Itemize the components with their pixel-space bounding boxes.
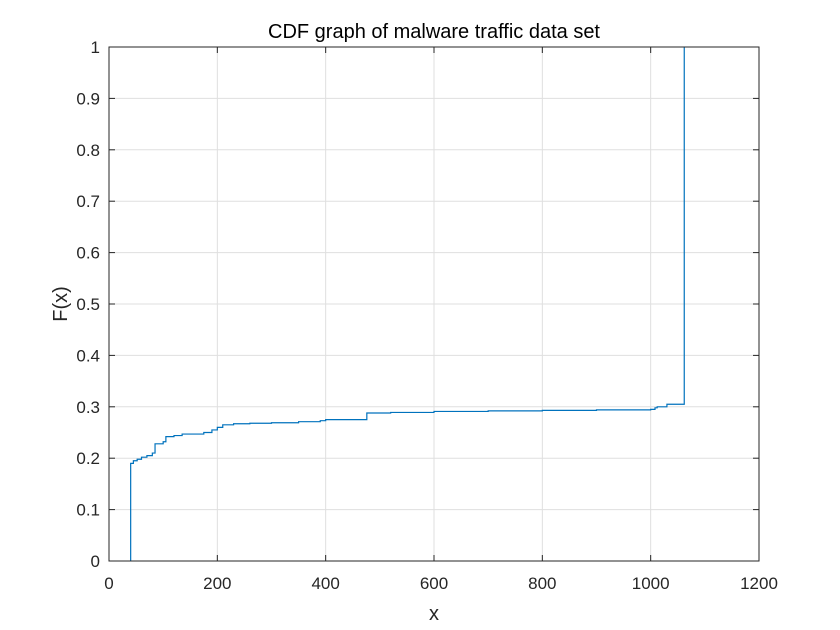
y-tick-label: 0.5 bbox=[76, 295, 100, 314]
y-tick-label: 0.9 bbox=[76, 89, 100, 108]
y-tick-label: 0.8 bbox=[76, 141, 100, 160]
grid bbox=[109, 47, 759, 561]
ticks: 0 200 400 600 800 1000 1200 0 0.1 0.2 0.3 0.4 0.5 0.6… bbox=[76, 38, 778, 593]
x-tick-label: 1000 bbox=[632, 574, 670, 593]
series-layer bbox=[130, 47, 685, 561]
y-tick-label: 0.3 bbox=[76, 398, 100, 417]
y-tick-label: 1 bbox=[91, 38, 100, 57]
cdf-line bbox=[130, 47, 685, 561]
y-tick-label: 0.6 bbox=[76, 244, 100, 263]
x-tick-label: 400 bbox=[311, 574, 339, 593]
x-tick-label: 800 bbox=[528, 574, 556, 593]
y-tick-label: 0.1 bbox=[76, 501, 100, 520]
y-tick-label: 0 bbox=[91, 552, 100, 571]
y-tick-label: 0.4 bbox=[76, 346, 100, 365]
x-tick-label: 1200 bbox=[740, 574, 778, 593]
y-tick-label: 0.7 bbox=[76, 192, 100, 211]
x-axis-label: x bbox=[429, 603, 439, 625]
chart-title: CDF graph of malware traffic data set bbox=[268, 21, 600, 43]
y-axis-label: F(x) bbox=[50, 286, 72, 322]
x-tick-label: 600 bbox=[420, 574, 448, 593]
x-tick-label: 200 bbox=[203, 574, 231, 593]
x-tick-label: 0 bbox=[104, 574, 113, 593]
y-tick-label: 0.2 bbox=[76, 449, 100, 468]
